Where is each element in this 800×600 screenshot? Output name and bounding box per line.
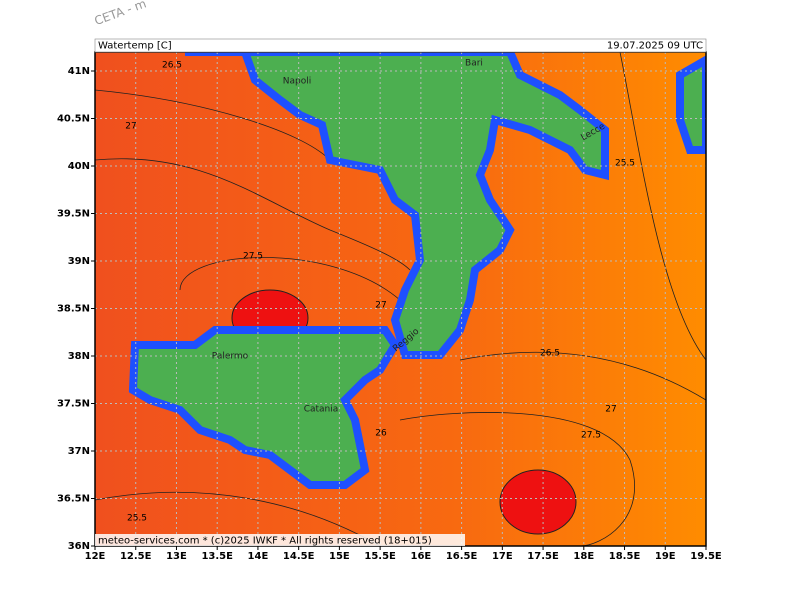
lon-label: 19E [655, 551, 676, 562]
lat-label: 36.5N [57, 494, 90, 505]
corner-text: CETA - m [92, 0, 148, 28]
contour-label: 27 [375, 301, 386, 311]
lat-label: 40N [68, 161, 90, 172]
contour-label: 27 [605, 405, 616, 415]
contour-label: 27.5 [581, 431, 601, 441]
lat-label: 37.5N [57, 399, 90, 410]
contour [95, 89, 331, 161]
lon-label: 18.5E [609, 551, 641, 562]
land [128, 52, 706, 489]
city-label: Bari [465, 59, 483, 69]
footer-bg [95, 534, 465, 546]
city-label: Catania [304, 405, 339, 415]
footer: meteo-services.com * (c)2025 IWKF * All … [98, 536, 432, 547]
lon-label: 13.5E [201, 551, 233, 562]
contour-label: 25.5 [615, 159, 635, 169]
contour-label: 27.5 [243, 252, 263, 262]
balkans [676, 55, 706, 154]
contour [179, 257, 401, 301]
lon-label: 12E [85, 551, 106, 562]
contour-label: 26.5 [540, 349, 560, 359]
header-bar [94, 38, 707, 53]
lat-label: 38N [68, 351, 90, 362]
lon-label: 14E [248, 551, 269, 562]
warm-patch [499, 469, 577, 535]
lon-label: 16.5E [446, 551, 478, 562]
lon-label: 19.5E [690, 551, 722, 562]
lat-label: 36N [68, 541, 90, 552]
contour [619, 52, 706, 361]
map-area [95, 52, 706, 546]
italy [185, 52, 609, 359]
map-title: Watertemp [C] [98, 41, 172, 52]
lon-label: 17E [492, 551, 513, 562]
lat-label: 39.5N [57, 209, 90, 220]
lon-label: 14.5E [283, 551, 315, 562]
sicily [128, 326, 400, 489]
contour-label: 27 [125, 122, 136, 132]
lon-label: 15E [329, 551, 350, 562]
contour-label: 25.5 [127, 514, 147, 524]
lat-label: 39N [68, 256, 90, 267]
contour-label: 26.5 [162, 61, 182, 71]
lat-label: 40.5N [57, 114, 90, 125]
city-label: Palermo [212, 352, 249, 362]
valid-time: 19.07.2025 09 UTC [607, 41, 703, 52]
lon-label: 16E [410, 551, 431, 562]
lat-label: 37N [68, 446, 90, 457]
contour [95, 158, 411, 271]
city-label: Napoli [283, 77, 311, 87]
lon-label: 18E [573, 551, 594, 562]
lat-label: 38.5N [57, 304, 90, 315]
lon-label: 12.5E [120, 551, 152, 562]
lat-label: 41N [68, 66, 90, 77]
contour [459, 351, 706, 401]
lon-label: 17.5E [527, 551, 559, 562]
lon-label: 13E [166, 551, 187, 562]
contour-label: 26 [375, 429, 387, 439]
lon-label: 15.5E [364, 551, 396, 562]
